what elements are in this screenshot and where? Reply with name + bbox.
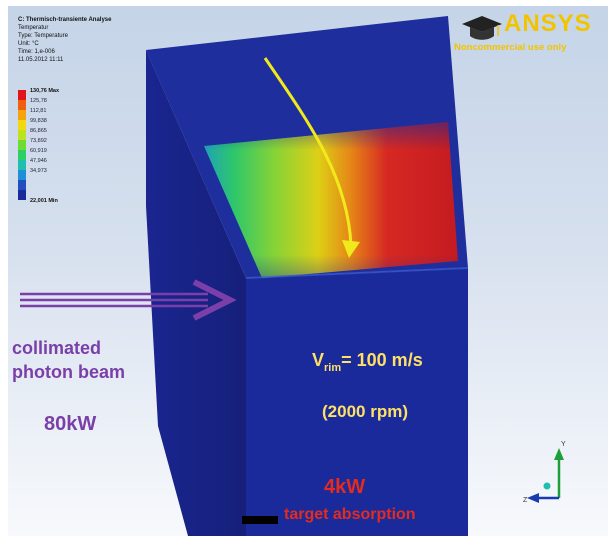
absorption-label: target absorption — [284, 506, 416, 523]
legend-value: 99,838 — [30, 118, 47, 124]
beam-label-line1: collimated — [12, 338, 102, 358]
speed-symbol: V — [312, 350, 325, 370]
legend-swatch — [18, 190, 26, 200]
legend-swatch — [18, 180, 26, 190]
legend-value: 112,81 — [30, 108, 47, 114]
analysis-title: C: Thermisch-transiente Analyse — [18, 17, 112, 23]
coordinate-triad[interactable]: Y Z — [523, 436, 593, 516]
legend-swatch — [18, 160, 26, 170]
legend-value: 34,973 — [30, 168, 47, 174]
header-line-type: Type: Temperature — [18, 33, 68, 39]
rotation-arrow — [263, 57, 353, 247]
header-line-unit: Unit: °C — [18, 41, 39, 47]
legend-value: 60,919 — [30, 148, 47, 154]
triad-label-z: Z — [523, 497, 528, 504]
rim-speed-label: Vrim= 100 m/s — [312, 350, 423, 374]
ansys-license-note: Noncommercial use only — [454, 42, 567, 53]
legend-swatch — [18, 170, 26, 180]
rpm-label: (2000 rpm) — [322, 402, 408, 421]
header-line-time: Time: 1,e-006 — [18, 49, 55, 55]
legend-swatch — [18, 150, 26, 160]
legend-value: 47,946 — [30, 158, 47, 164]
scale-bar — [242, 516, 278, 524]
ansys-logo: ANSYS — [504, 10, 592, 37]
model-view[interactable] — [8, 6, 608, 536]
rotation-arrowhead — [342, 240, 360, 258]
legend-value: 73,892 — [30, 138, 47, 144]
beam-label-line2: photon beam — [12, 362, 125, 382]
speed-value: = 100 m/s — [341, 350, 423, 370]
speed-subscript: rim — [324, 362, 342, 374]
legend-swatch — [18, 90, 26, 100]
legend-swatch — [18, 130, 26, 140]
legend-swatch — [18, 140, 26, 150]
triad-label-y: Y — [561, 441, 566, 448]
graphics-viewport[interactable]: C: Thermisch-transiente Analyse Temperat… — [8, 6, 608, 536]
legend-max-label: 130,76 Max — [30, 88, 60, 94]
legend-swatch — [18, 100, 26, 110]
graduation-cap-icon — [462, 16, 502, 40]
beam-power: 80kW — [44, 413, 97, 435]
legend-swatch — [18, 120, 26, 130]
header-line-date: 11.05.2012 11:11 — [18, 57, 64, 63]
header-line-result: Temperatur — [18, 25, 49, 31]
legend-min-label: 22,001 Min — [30, 198, 58, 204]
legend-value: 86,865 — [30, 128, 47, 134]
legend-swatch — [18, 110, 26, 120]
absorbed-power: 4kW — [324, 476, 366, 498]
heated-zone-fade — [204, 122, 458, 278]
legend-value: 125,78 — [30, 98, 47, 104]
beam-arrowhead — [192, 279, 237, 321]
block-front-face — [246, 268, 468, 536]
beam-label: collimated photon beam — [12, 336, 125, 384]
